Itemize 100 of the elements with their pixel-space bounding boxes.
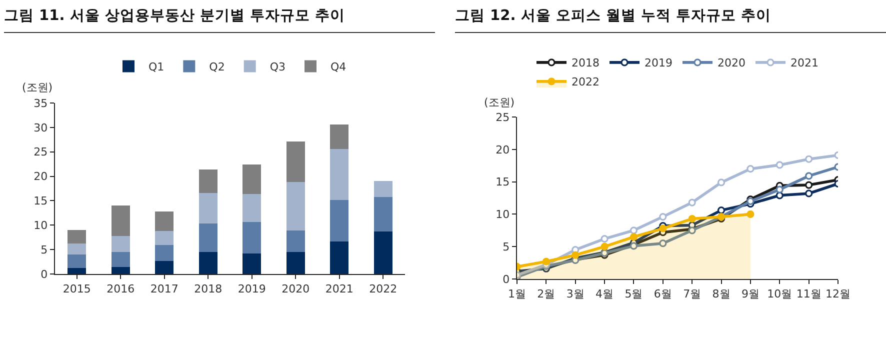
point — [659, 212, 667, 221]
bar — [198, 192, 218, 224]
x-tick-label: 7월 — [683, 287, 702, 300]
point — [776, 161, 784, 169]
bar — [111, 267, 130, 274]
bar — [286, 230, 305, 252]
bar — [242, 222, 262, 254]
y-tick-label: 30 — [34, 121, 48, 134]
legend-label: 2021 — [790, 56, 818, 70]
legend-label: 2018 — [572, 56, 600, 70]
chart-title: 그림 12. 서울 오피스 월별 누적 투자규모 추이 — [455, 6, 886, 33]
y-tick-label: 20 — [496, 143, 510, 156]
point — [659, 240, 667, 248]
bar — [111, 206, 130, 236]
x-tick-label: 2015 — [62, 282, 91, 296]
x-tick-label: 11월 — [796, 287, 822, 300]
legend-label: 2022 — [572, 76, 600, 89]
bar — [286, 252, 305, 274]
bar — [242, 164, 262, 194]
y-tick-label: 0 — [502, 272, 510, 286]
bar — [286, 142, 305, 182]
y-axis-title: (조원) — [22, 81, 53, 94]
point — [688, 198, 696, 206]
x-tick-label: 2016 — [106, 282, 135, 296]
point — [805, 155, 813, 163]
bar — [198, 224, 218, 252]
y-tick-label: 5 — [502, 240, 510, 254]
bar — [68, 230, 86, 244]
y-tick-label: 20 — [34, 170, 48, 184]
legend-label: 2020 — [718, 56, 746, 70]
x-tick-label: 3월 — [566, 287, 584, 300]
y-tick-label: 5 — [40, 243, 48, 256]
x-tick-label: 2021 — [325, 282, 354, 296]
point — [630, 233, 638, 241]
y-tick-label: 25 — [496, 110, 510, 124]
x-tick-label: 8월 — [712, 287, 730, 300]
x-tick-label: 6월 — [654, 287, 672, 300]
bar — [111, 252, 130, 268]
bar — [330, 241, 349, 274]
y-tick-label: 15 — [496, 176, 510, 189]
y-tick-label: 10 — [496, 208, 510, 222]
bar — [286, 182, 305, 231]
legend-label: Q4 — [330, 60, 346, 74]
point — [600, 235, 608, 243]
x-tick-label: 2018 — [194, 282, 222, 296]
bar — [155, 245, 174, 261]
x-tick-label: 9월 — [741, 287, 760, 300]
bar — [68, 268, 86, 274]
point — [659, 224, 667, 232]
point — [688, 214, 696, 223]
bar — [68, 244, 86, 254]
bar — [374, 196, 392, 232]
x-tick-label: 2022 — [369, 282, 398, 296]
y-tick-label: 15 — [34, 194, 48, 208]
bar — [198, 252, 218, 274]
bar — [330, 200, 349, 242]
x-tick-label: 2월 — [537, 287, 556, 300]
point — [776, 186, 784, 194]
x-tick-label: 2020 — [282, 282, 310, 296]
bar — [374, 231, 392, 274]
bar — [68, 254, 86, 268]
x-tick-label: 10월 — [767, 287, 792, 300]
y-axis-title: (조원) — [484, 96, 515, 109]
x-tick-label: 2017 — [150, 282, 178, 296]
x-tick-label: 12월 — [826, 287, 850, 300]
chart-title: 그림 11. 서울 상업용부동산 분기별 투자규모 추이 — [4, 6, 435, 33]
y-tick-label: 35 — [34, 96, 48, 110]
legend-label: Q1 — [148, 60, 164, 74]
point — [746, 210, 754, 218]
x-tick-label: 1월 — [508, 287, 526, 300]
x-tick-label: 5월 — [624, 287, 643, 300]
y-tick-label: 25 — [34, 146, 48, 159]
x-tick-label: 2019 — [238, 282, 266, 296]
point — [805, 172, 813, 180]
point — [717, 178, 726, 186]
bar — [198, 169, 218, 193]
point — [805, 181, 813, 189]
bar — [111, 236, 130, 252]
point — [746, 165, 754, 173]
point — [776, 192, 784, 200]
legend-label: Q2 — [209, 60, 225, 74]
legend-label: 2019 — [644, 56, 672, 70]
bar — [155, 231, 174, 246]
point — [600, 242, 608, 250]
point — [630, 226, 638, 234]
bar — [330, 124, 349, 149]
bar — [374, 181, 392, 197]
bar — [155, 260, 174, 274]
point — [717, 206, 726, 214]
bar — [155, 211, 174, 232]
y-tick-label: 0 — [40, 268, 48, 281]
y-tick-label: 10 — [34, 218, 48, 232]
point — [542, 258, 550, 266]
point — [805, 190, 813, 198]
bar — [242, 194, 262, 222]
x-tick-label: 4월 — [596, 287, 614, 300]
bar — [330, 148, 349, 200]
bar — [242, 253, 262, 274]
point — [572, 251, 580, 259]
legend-label: Q3 — [270, 60, 286, 74]
